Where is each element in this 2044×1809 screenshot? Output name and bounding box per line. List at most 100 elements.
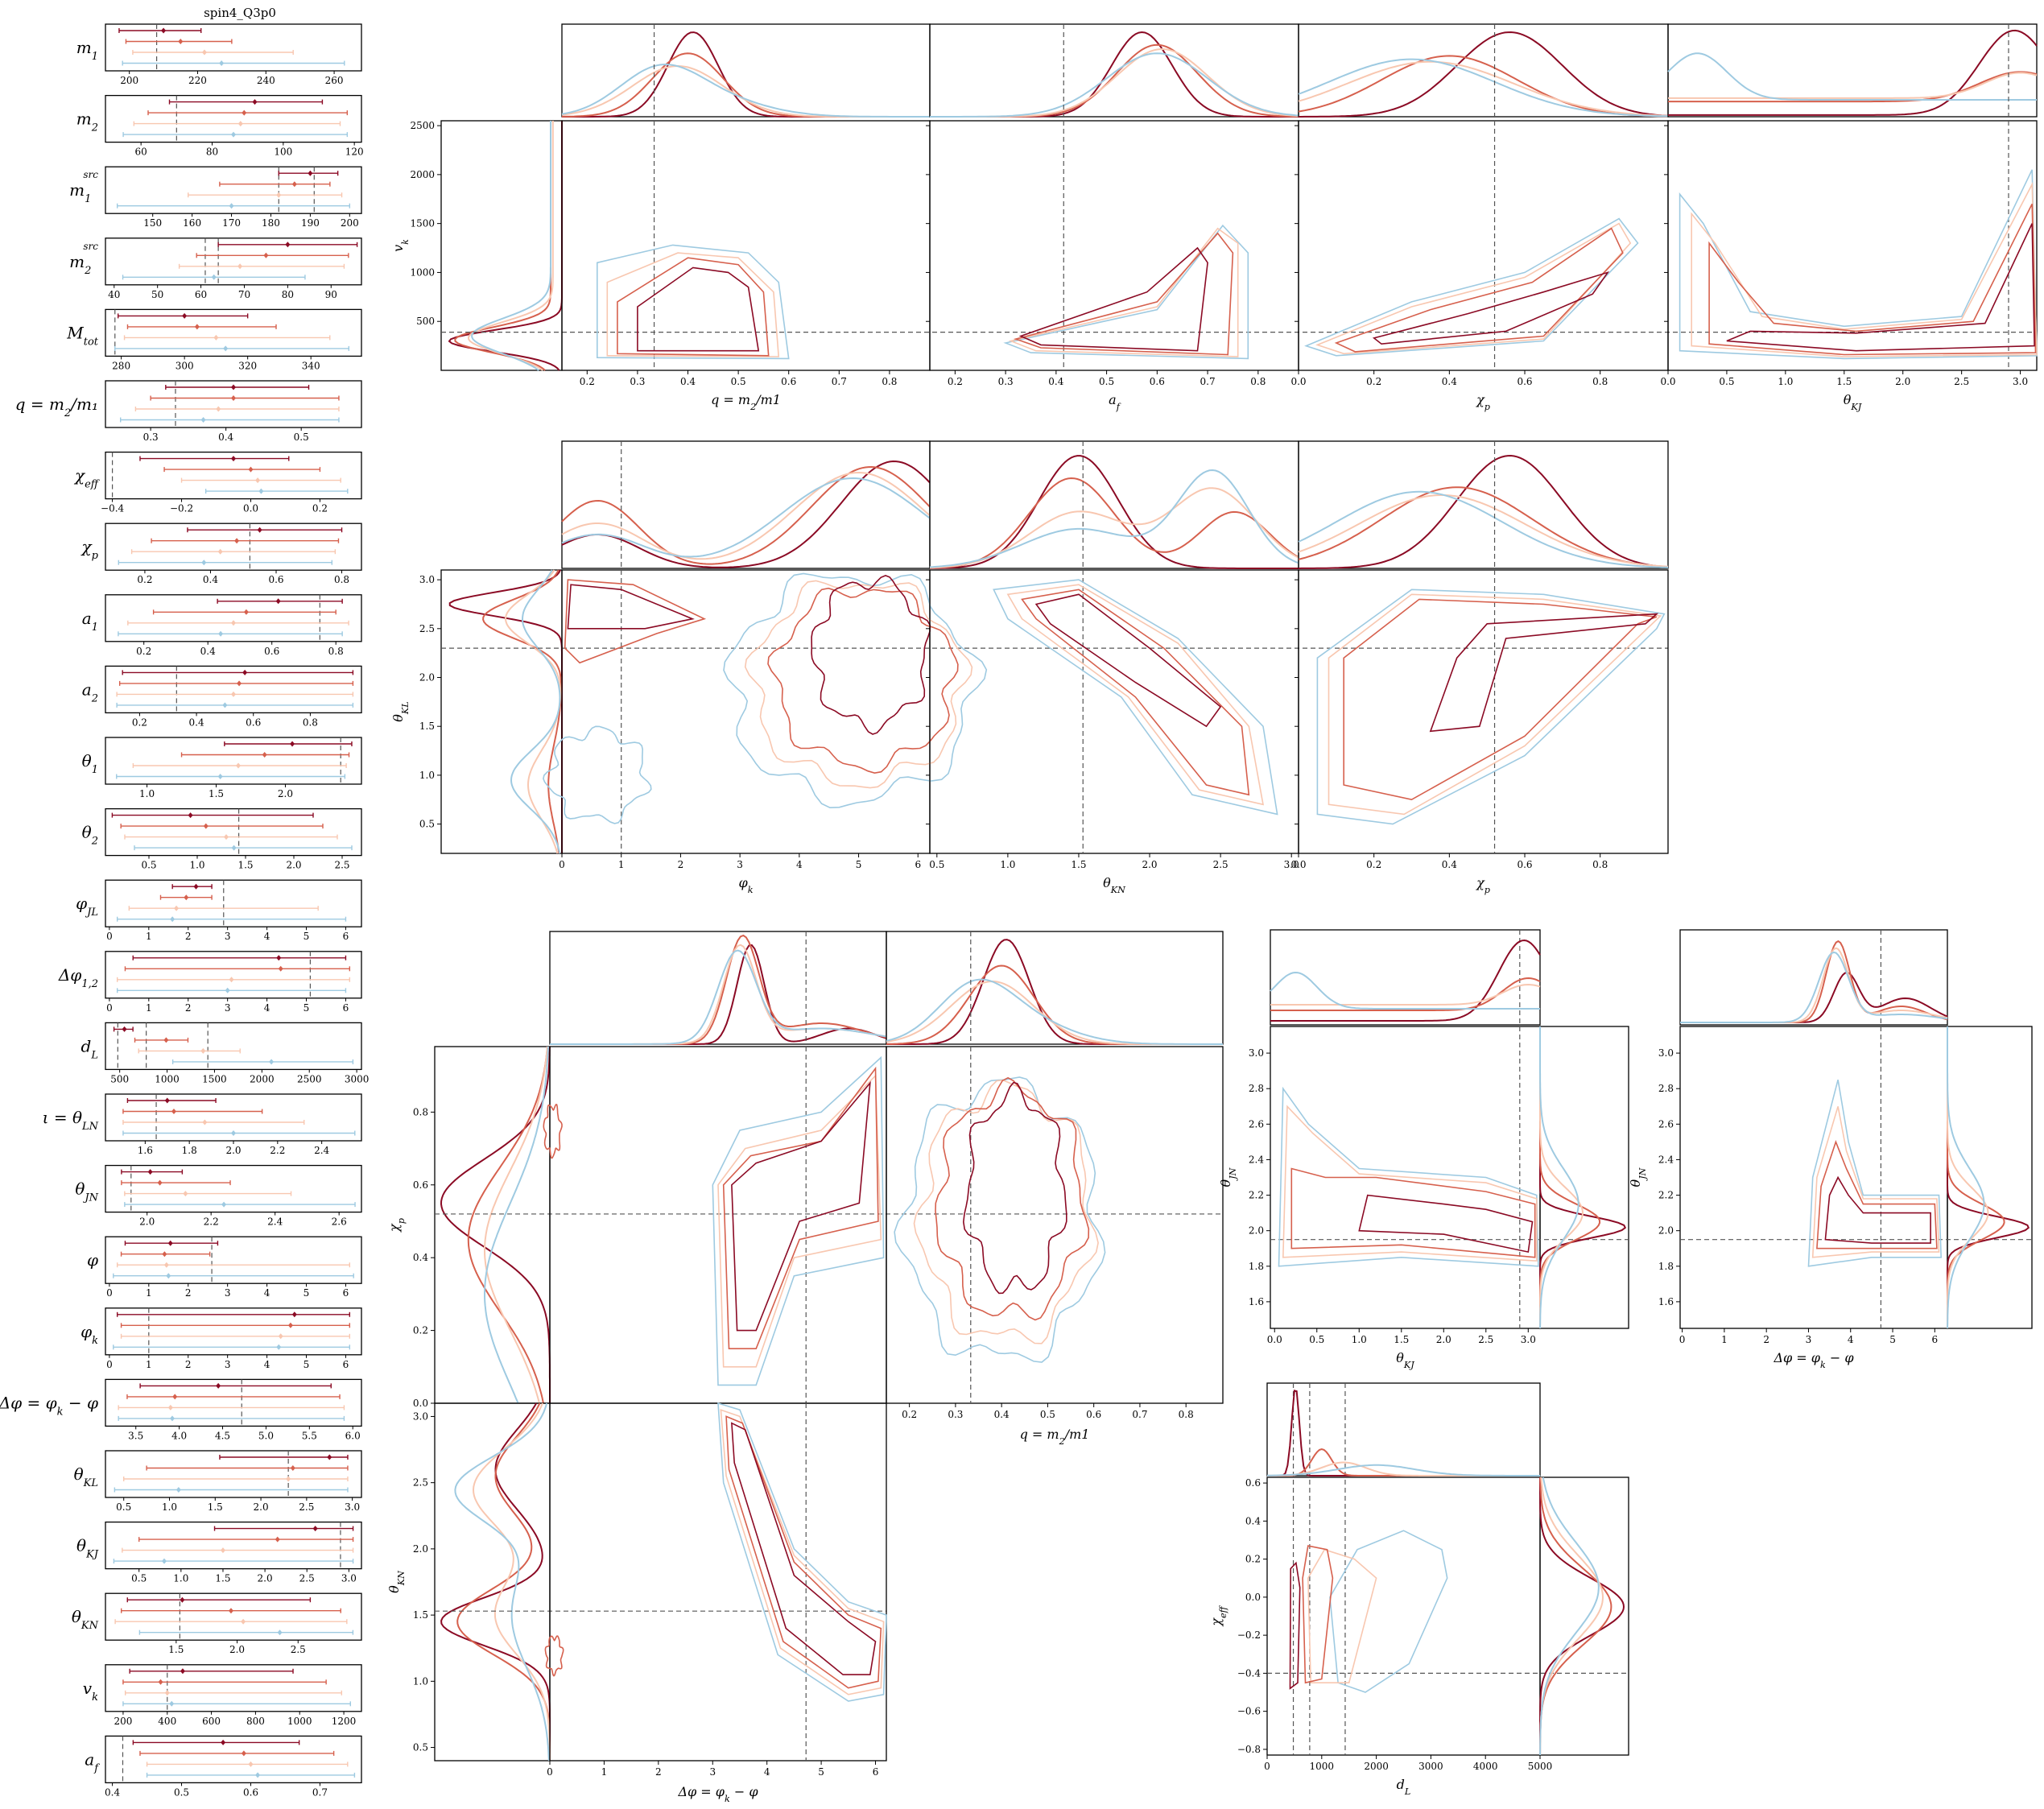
panel-label: vk [83,1679,98,1704]
corner-column-0: 0.2 0.3 0.4 0.5 0.6 0.7 0.8 q = m2/m1 [561,23,931,412]
y-tick-label: 2.8 [1658,1083,1674,1094]
y-axis-label: χeff [1208,1605,1228,1626]
marginal-curve [1270,983,1541,1006]
x-tick-label: 90 [325,289,337,300]
median-marker [276,1344,282,1350]
x-tick-label: 5 [304,931,310,942]
marginal-curve [1299,31,1669,118]
x-tick-label: 120 [345,147,364,158]
median-marker [171,1109,176,1114]
errorbar-panel-4: Mtot 280 300 320 340 [66,308,362,371]
median-marker [275,1536,280,1543]
y-tick-label: 3.0 [413,1410,428,1422]
x-tick-label: 0.4 [680,376,696,387]
x-tick-label: 0.6 [268,574,283,585]
marginal-curve [1539,1477,1604,1755]
figure-title: spin4_Q3p0 [204,6,276,20]
marginal-curve [1266,1464,1540,1477]
x-tick-label: 2.0 [225,1145,241,1156]
corner-column-1: 0.2 0.3 0.4 0.5 0.6 0.7 0.8 af [926,23,1299,412]
median-marker [222,702,228,708]
median-marker [180,1668,185,1675]
axes-frame [105,951,362,999]
x-tick-label: 4 [264,1002,270,1014]
y-axis-label: θKL [390,701,411,721]
axes-frame [105,23,362,72]
marginal-curve [1267,1390,1540,1477]
x-tick-label: 4.0 [171,1430,187,1441]
contour [725,1415,882,1689]
contour [717,1402,887,1702]
x-tick-label: 50 [151,289,163,300]
x-tick-label: 0.5 [929,859,944,870]
panel-label: a1 [82,609,98,634]
x-tick-label: 4 [796,859,803,870]
x-tick-label: 1500 [202,1073,227,1084]
x-tick-label: 240 [257,75,275,86]
median-marker [170,916,175,923]
x-tick-label: 1.5 [168,1644,184,1655]
median-marker [194,324,200,330]
x-tick-label: 0.0 [1660,376,1675,387]
axes-frame [105,1521,362,1570]
x-tick-label: 5000 [1528,1761,1553,1772]
median-marker [223,345,229,352]
x-tick-label: 3000 [345,1073,370,1084]
x-tick-label: 3000 [1418,1761,1443,1772]
x-tick-label: 5.5 [302,1430,317,1441]
y-tick-label: 1.8 [1249,1261,1264,1272]
median-marker [248,466,254,473]
x-tick-label: 3.5 [128,1430,143,1441]
marginal-curve [454,121,551,371]
marginal-curve [448,569,563,853]
corner-plot-theta-kl: 0.5 1.0 1.5 2.0 2.5 3.0 θKL 0 1 2 3 4 5 6 φk 0.5 1.0 1.5 2… [390,440,1669,895]
y-tick-label: 0.5 [413,1742,428,1753]
errorbar-panel-23: vk 200 400 600 800 1000 1200 [83,1664,362,1727]
x-tick-label: 2.5 [291,1644,306,1655]
panel-label: Mtot [66,323,99,348]
x-tick-label: 4 [264,1287,270,1299]
contour [1003,224,1249,360]
x-tick-label: 60 [135,147,147,158]
marginal-curve [1539,1026,1627,1328]
panel-label: af [85,1749,100,1774]
axes-frame [105,737,362,785]
contour [723,572,988,809]
errorbar-panel-13: Δφ1,2 0 1 2 3 4 5 6 [58,951,362,1014]
x-tick-label: 0.7 [312,1786,328,1798]
axes-frame [105,807,362,857]
median-marker [182,312,188,319]
x-tick-label: 0.0 [1290,859,1306,870]
x-tick-label: 3 [225,1287,231,1299]
corner-column-2: 0.0 0.2 0.4 0.6 0.8 χp [1290,440,1669,895]
x-tick-label: 0.6 [781,376,796,387]
median-marker [257,527,262,533]
x-tick-label: 2 [185,1002,192,1014]
x-tick-label: 6.0 [345,1430,361,1441]
median-marker [231,131,236,138]
x-tick-label: 200 [341,217,359,229]
axes-frame [1667,120,2038,371]
x-tick-label: 0.8 [1592,376,1608,387]
x-tick-label: 3.0 [345,1501,360,1513]
x-tick-label: 170 [222,217,241,229]
x-tick-label: 0 [106,931,113,942]
errorbar-panel-18: φk 0 1 2 3 4 5 6 [81,1307,362,1370]
median-marker [228,1608,233,1614]
contour [543,1103,563,1159]
errorbar-panel-24: af 0.4 0.5 0.6 0.7 [85,1735,362,1798]
x-tick-label: 300 [175,360,194,371]
x-tick-label: 1 [601,1766,608,1778]
errorbar-panel-15: ι = θLN 1.6 1.8 2.0 2.2 2.4 [43,1093,362,1156]
contour [1343,598,1658,801]
x-tick-label: 80 [282,289,294,300]
x-tick-label: 0.4 [994,1409,1010,1420]
marginal-frame [561,23,931,118]
axes-frame [105,1664,362,1712]
errorbar-panel-19: Δφ = φk − φ 3.5 4.0 4.5 5.0 5.5 6.0 [0,1378,362,1441]
axes-frame [105,1450,362,1498]
panel-0-1: 0.2 0.3 0.4 0.5 0.6 0.7 0.8 q = m2/m1 [886,1046,1224,1447]
x-tick-label: 0.3 [948,1409,963,1420]
x-tick-label: 220 [188,75,207,86]
contour [913,1079,1099,1344]
